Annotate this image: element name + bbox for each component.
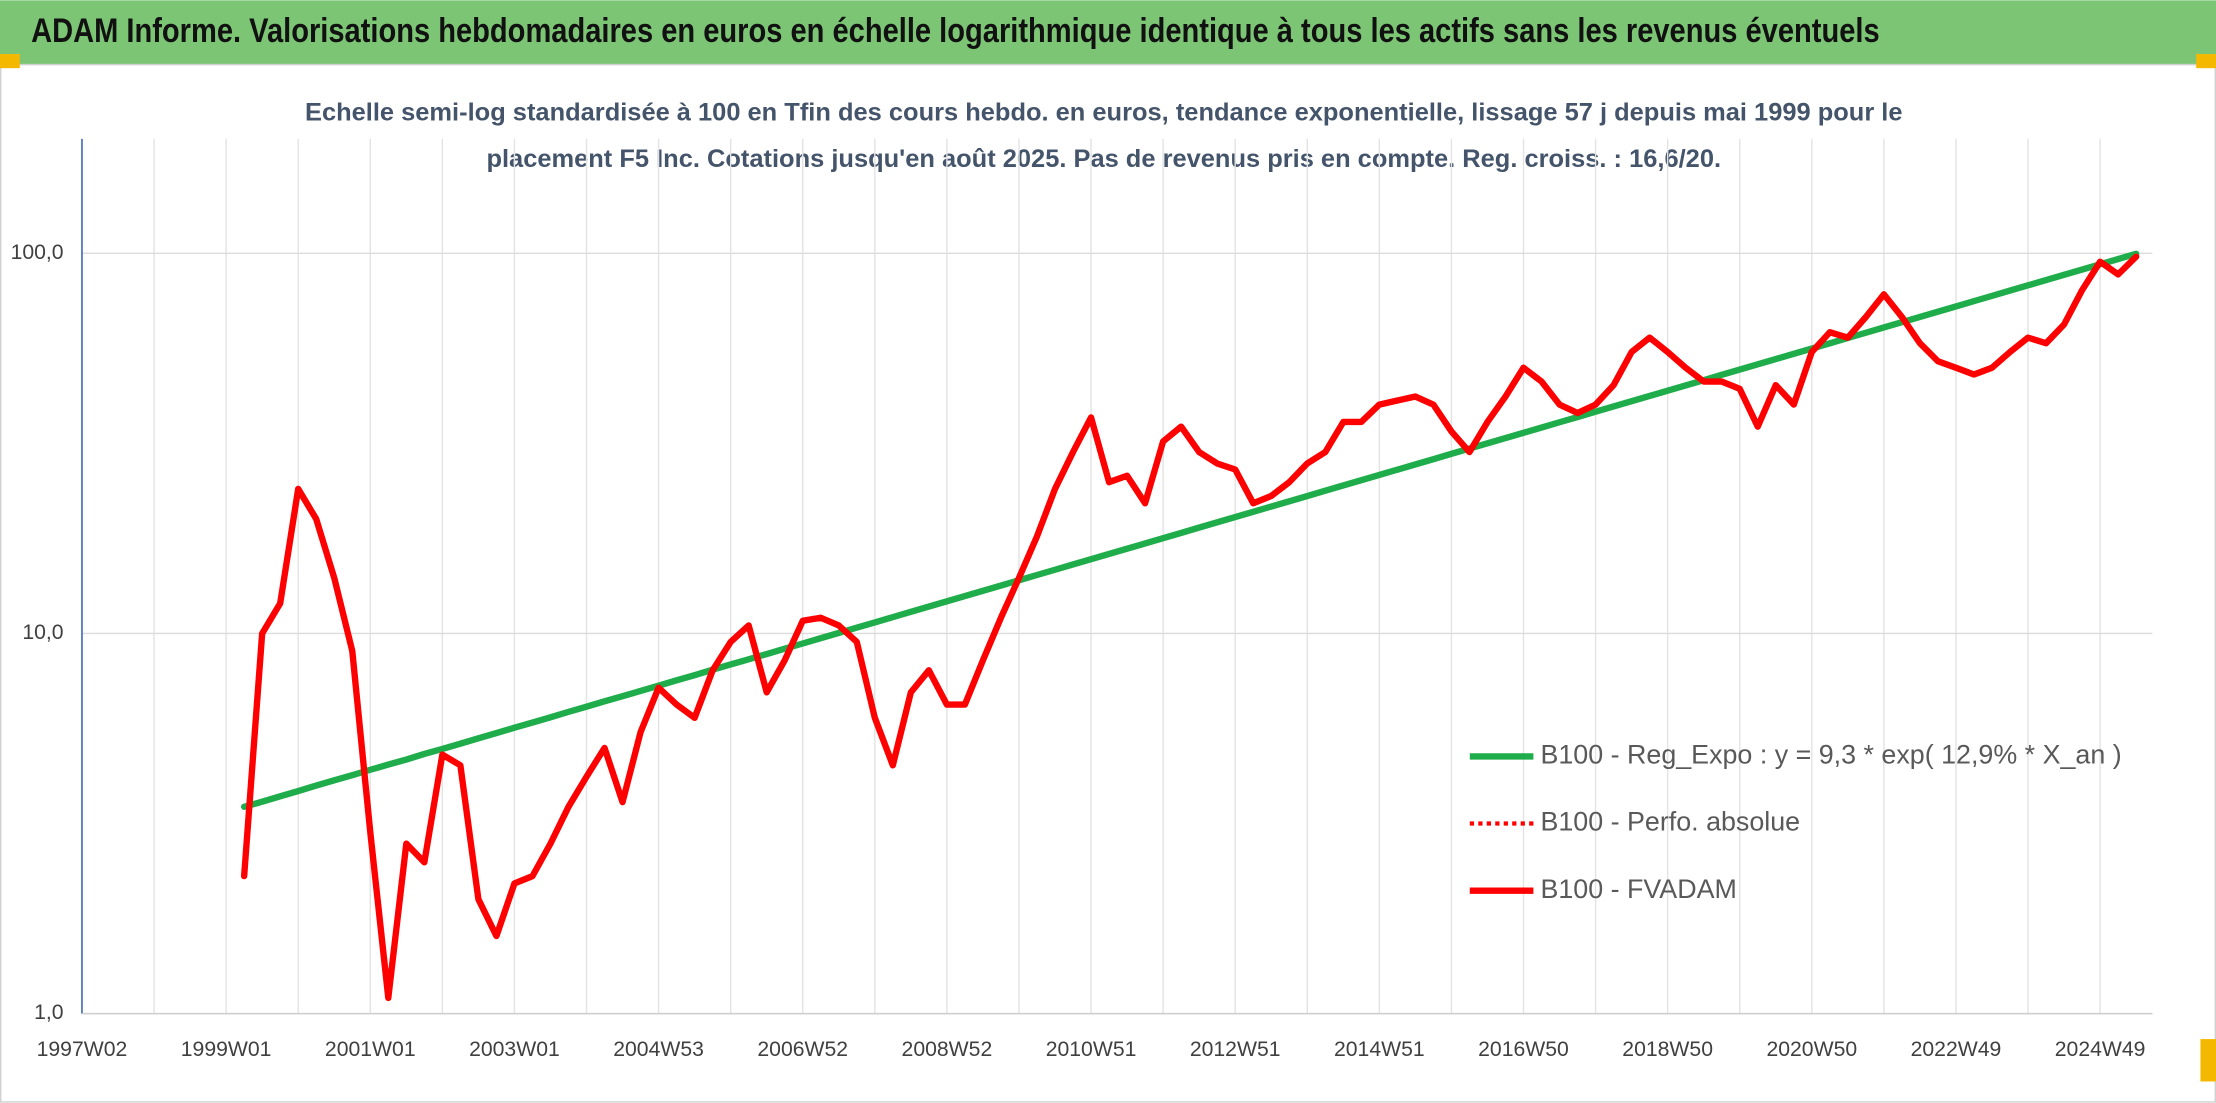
legend-label: B100 - Perfo. absolue [1540, 807, 1800, 837]
x-tick-label: 1999W01 [181, 1038, 272, 1061]
x-tick-label: 2004W53 [613, 1038, 704, 1061]
corner-mark [2196, 54, 2216, 69]
x-tick-label: 2010W51 [1046, 1038, 1137, 1061]
subtitle-box: Echelle semi-log standardisée à 100 en T… [304, 97, 1903, 173]
y-tick-label: 1,0 [34, 1001, 63, 1024]
legend: B100 - Reg_Expo : y = 9,3 * exp( 12,9% *… [1469, 740, 2122, 904]
x-tick-label: 2020W50 [1766, 1038, 1857, 1061]
x-tick-label: 2006W52 [757, 1038, 848, 1061]
x-tick-label: 2016W50 [1478, 1038, 1569, 1061]
x-tick-label: 2018W50 [1622, 1038, 1713, 1061]
plot [240, 250, 2140, 1002]
corner-mark [0, 54, 20, 69]
x-tick-label: 2008W52 [902, 1038, 993, 1061]
x-tick-label: 2014W51 [1334, 1038, 1425, 1061]
corner-mark [2200, 1039, 2216, 1082]
legend-label: B100 - FVADAM [1540, 874, 1736, 904]
header-bar [0, 0, 2216, 64]
x-tick-label: 2024W49 [2055, 1038, 2146, 1061]
x-tick-label: 2001W01 [325, 1038, 416, 1061]
x-tick-label: 2022W49 [1911, 1038, 2002, 1061]
chart-frame [0, 63, 2216, 1103]
y-tick-label: 100,0 [11, 241, 64, 264]
y-tick-label: 10,0 [22, 621, 63, 644]
grid: 1,0 10,0 100,0 1997W02 1999W01 2001W01 2003W01… [11, 138, 2153, 1061]
page-title: ADAM Informe. Valorisations hebdomadaire… [31, 12, 1880, 50]
chart-subtitle: Echelle semi-log standardisée à 100 en T… [304, 97, 1903, 173]
x-tick-label: 1997W02 [37, 1038, 128, 1061]
x-tick-label: 2012W51 [1190, 1038, 1281, 1061]
x-tick-label: 2003W01 [469, 1038, 560, 1061]
legend-label: B100 - Reg_Expo : y = 9,3 * exp( 12,9% *… [1540, 740, 2121, 770]
series-line [240, 253, 2140, 1002]
